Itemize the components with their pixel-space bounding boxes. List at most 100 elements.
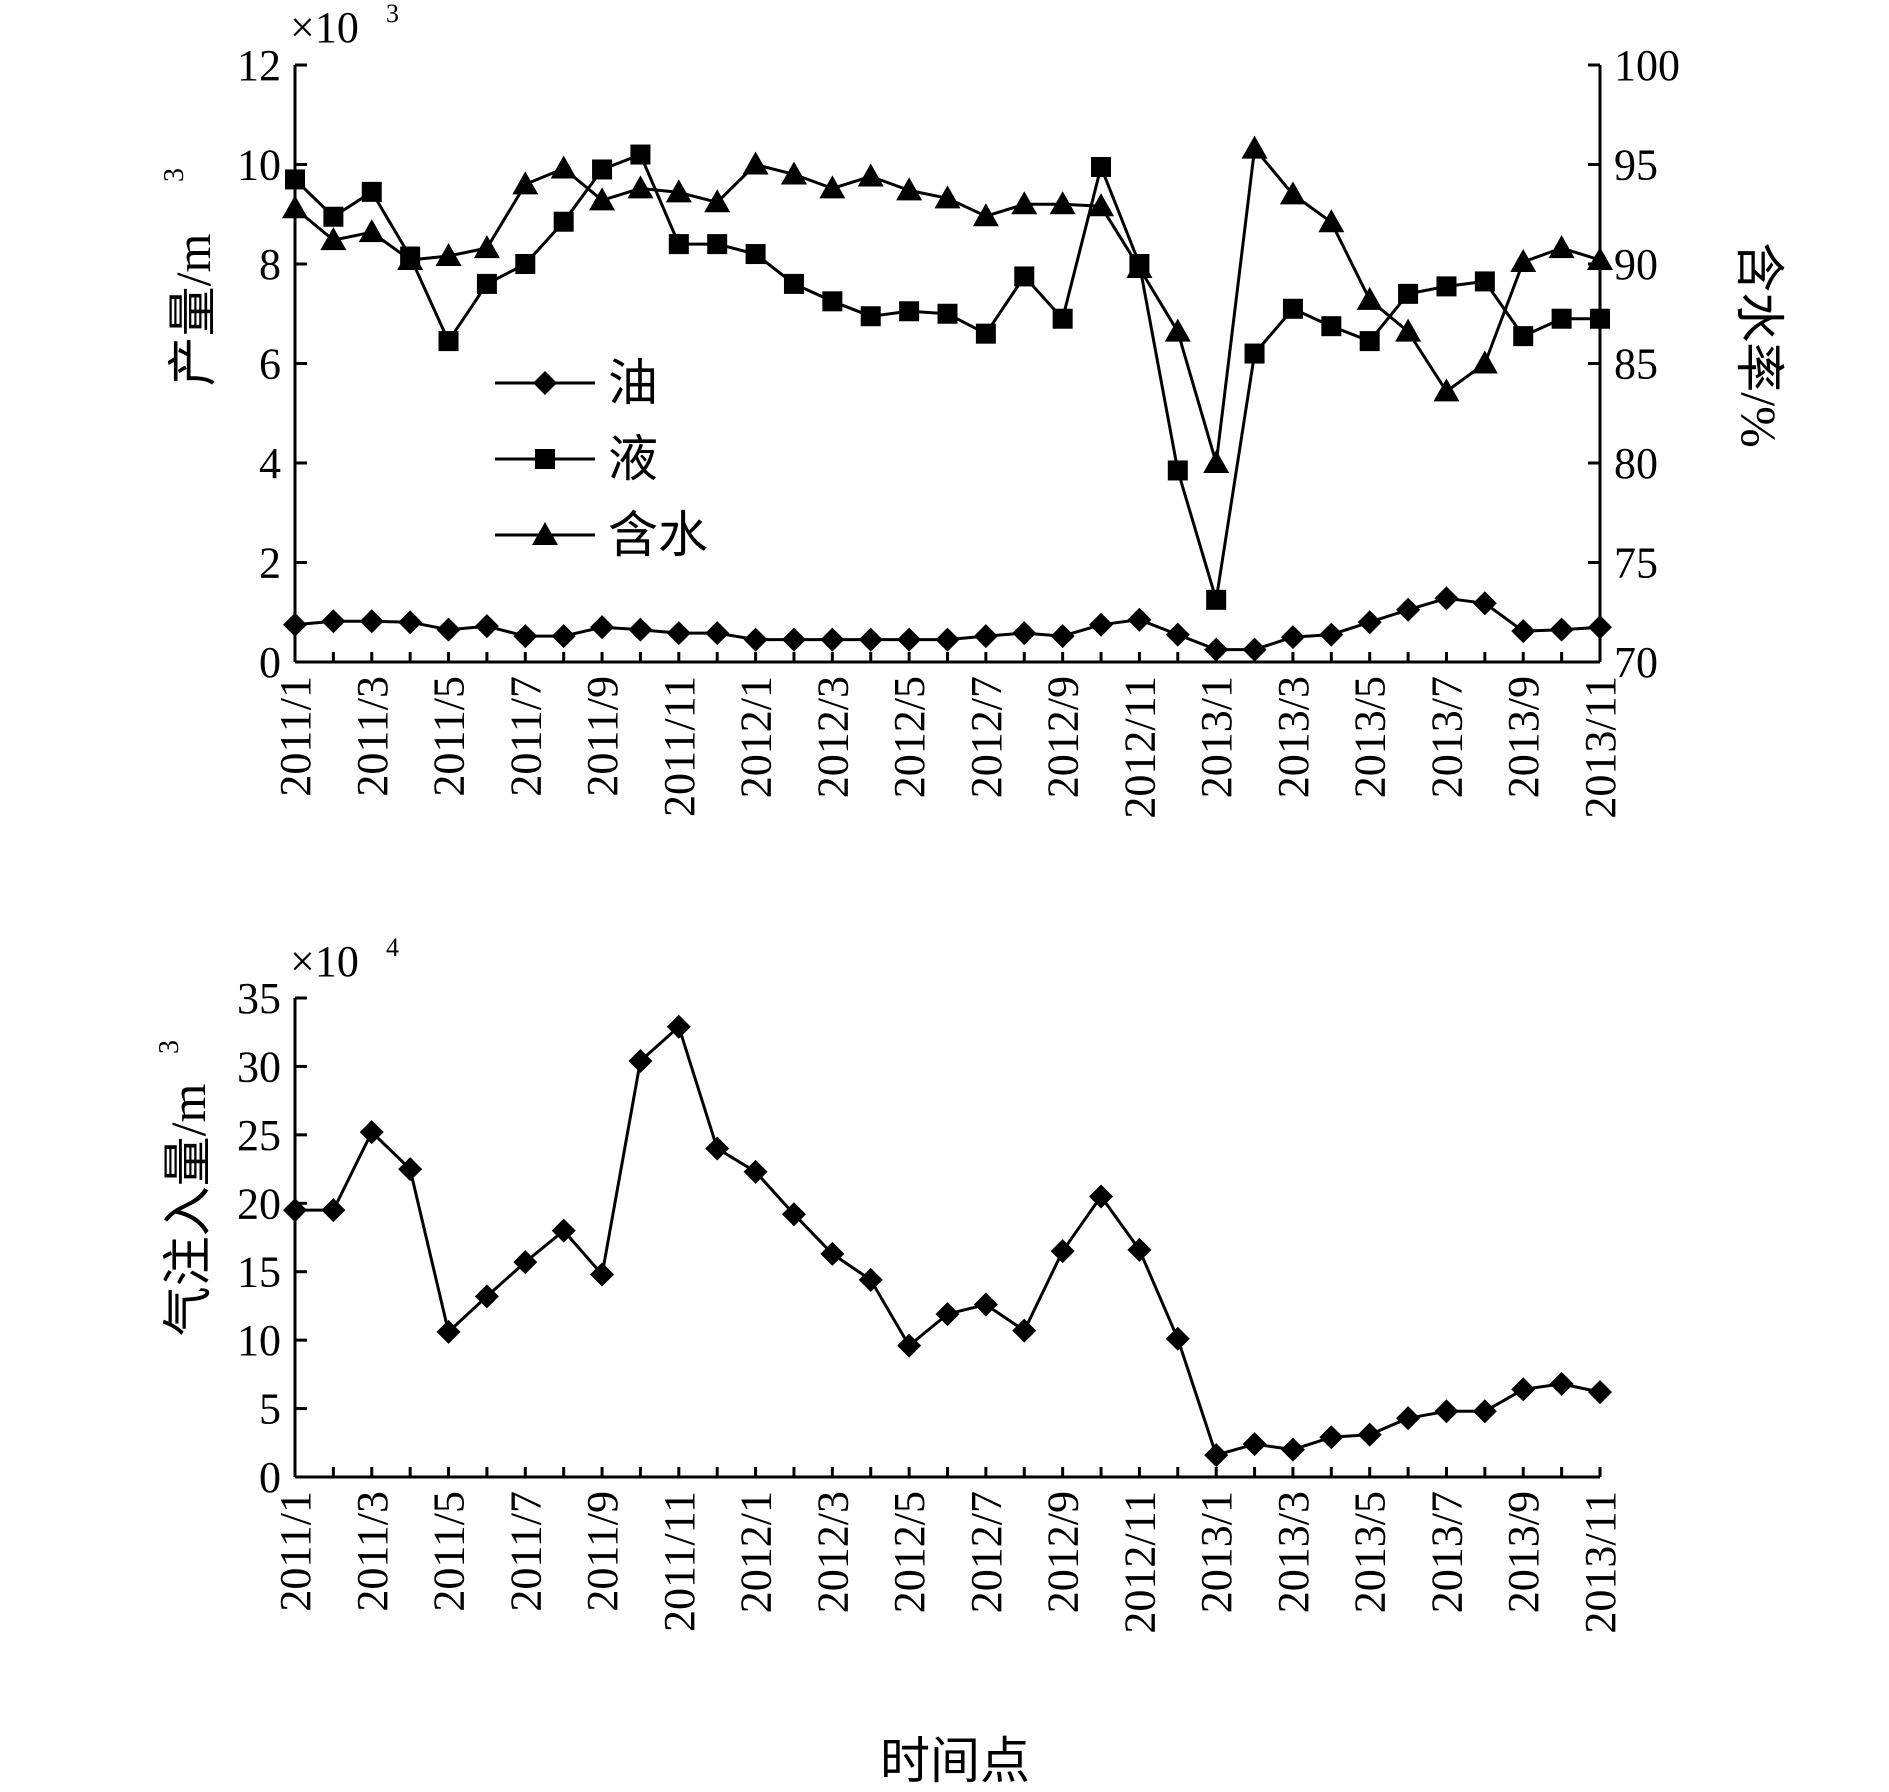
production-series-油-point xyxy=(1357,610,1382,635)
gas-injection-xtick-label: 2012/9 xyxy=(1039,1491,1088,1613)
production-series-液-point xyxy=(1321,316,1342,337)
legend-marker-oil xyxy=(533,371,557,395)
production-series-液-point xyxy=(899,301,920,322)
production-series-含水-point xyxy=(1433,378,1460,402)
production-series-含水-point xyxy=(896,177,923,201)
gas-injection-xtick-label: 2013/11 xyxy=(1576,1491,1625,1634)
production-series-含水-point xyxy=(1395,318,1422,342)
gas-injection-ytick-label: 10 xyxy=(237,1316,281,1365)
production-series-含水-point xyxy=(819,175,846,199)
production-series-液-point xyxy=(1551,308,1572,329)
gas-injection-ytick-label: 15 xyxy=(237,1248,281,1297)
gas-injection-series-0-point xyxy=(897,1333,922,1358)
gas-injection-xtick-label: 2011/7 xyxy=(501,1491,550,1612)
production-xtick-label: 2013/3 xyxy=(1269,676,1318,798)
gas-injection-xtick-label: 2013/9 xyxy=(1499,1491,1548,1613)
gas-injection-series-0-point xyxy=(474,1284,499,1309)
production-ytick-label: 0 xyxy=(259,638,281,687)
production-series-含水-point xyxy=(1356,286,1383,310)
gas-injection-series-0-point xyxy=(436,1319,461,1344)
production-series-含水-point xyxy=(704,189,731,213)
production-series-含水-point xyxy=(1088,193,1115,217)
production-series-液-point xyxy=(1052,308,1073,329)
legend-label-liquid: 液 xyxy=(608,431,658,487)
production-series-油-point xyxy=(1319,622,1344,647)
production-series-含水-point xyxy=(550,155,577,179)
water-cut-ylabel: 含水率/% xyxy=(1731,242,1787,448)
production-multiplier: ×10 xyxy=(290,3,359,52)
production-series-含水-point xyxy=(857,163,884,187)
production-series-含水-point xyxy=(1241,135,1268,159)
production-series-含水-point xyxy=(1318,209,1345,233)
production-series-含水-point xyxy=(473,235,500,259)
gas-injection-series-0-point xyxy=(1204,1443,1229,1468)
production-series-液-point xyxy=(323,206,344,227)
production-xtick-label: 2012/9 xyxy=(1039,676,1088,798)
gas-injection-chart: 0 5 10 15 20 25 30 35 2011/1 2011/3 2011/5 2011/7 20… xyxy=(154,933,1625,1789)
gas-injection-ylabel-superscript: 3 xyxy=(154,1040,185,1054)
production-y2tick-label: 90 xyxy=(1614,240,1658,289)
gas-injection-series-0-point xyxy=(781,1202,806,1227)
production-ytick-label: 12 xyxy=(237,41,281,90)
production-legend: 油 液 含水 xyxy=(495,355,708,563)
production-series-液-point xyxy=(1206,589,1227,610)
gas-injection-series-0-point xyxy=(666,1014,691,1039)
production-series-含水-point xyxy=(972,203,999,227)
gas-injection-series-0-point xyxy=(1472,1399,1497,1424)
production-series-含水-point xyxy=(397,247,424,271)
production-axes: 0 2 4 6 8 10 12 70 75 80 85 90 95 100 2011/1 2011/3 2011… xyxy=(237,41,1680,819)
production-ylabel: 产量/m xyxy=(165,234,221,387)
production-series-油-point xyxy=(1127,607,1152,632)
production-xtick-label: 2012/11 xyxy=(1115,676,1164,819)
legend-label-oil: 油 xyxy=(608,355,658,411)
production-series-含水-point xyxy=(742,151,769,175)
production-series-含水-point xyxy=(1510,249,1537,273)
production-series-油-point xyxy=(1511,619,1536,644)
gas-injection-xtick-label: 2012/3 xyxy=(808,1491,857,1613)
gas-injection-series-0-point xyxy=(628,1048,653,1073)
production-series-油-point xyxy=(781,627,806,652)
production-y2tick-label: 70 xyxy=(1614,638,1658,687)
gas-injection-xtick-label: 2012/1 xyxy=(732,1491,781,1613)
production-ytick-label: 4 xyxy=(259,439,281,488)
gas-injection-series-0-point xyxy=(551,1218,576,1243)
production-series-油-point xyxy=(1396,597,1421,622)
gas-injection-xlabel: 时间点 xyxy=(880,1733,1030,1789)
production-series-液-point xyxy=(822,291,843,312)
gas-injection-multiplier-exponent: 4 xyxy=(386,933,399,962)
production-series-含水-point xyxy=(1049,191,1076,215)
production-y2tick-label: 75 xyxy=(1614,539,1658,588)
gas-injection-series-0-line xyxy=(295,1025,1601,1457)
gas-injection-ytick-label: 20 xyxy=(237,1179,281,1228)
production-series-油-point xyxy=(513,624,538,649)
production-y2tick-label: 85 xyxy=(1614,340,1658,389)
gas-injection-series-0-point xyxy=(1588,1380,1612,1405)
gas-injection-series-layer xyxy=(283,1014,1612,1468)
gas-injection-ytick-label: 5 xyxy=(259,1385,281,1434)
gas-injection-series-0-point xyxy=(705,1136,730,1161)
production-series-含水-point xyxy=(780,161,807,185)
gas-injection-xtick-label: 2013/3 xyxy=(1269,1491,1318,1613)
production-series-含水-point xyxy=(358,219,385,243)
gas-injection-series-0-point xyxy=(1511,1377,1536,1402)
production-series-液-point xyxy=(1282,298,1303,319)
gas-injection-xtick-label: 2011/1 xyxy=(271,1491,320,1612)
production-series-含水-point xyxy=(1126,254,1153,278)
gas-injection-series-0-point xyxy=(359,1120,384,1145)
production-series-油-point xyxy=(436,617,461,642)
production-xtick-label: 2011/11 xyxy=(655,676,704,817)
production-ytick-label: 2 xyxy=(259,539,281,588)
production-series-液-point xyxy=(1244,343,1265,364)
production-series-含水-point xyxy=(320,227,347,251)
gas-injection-xtick-label: 2011/9 xyxy=(578,1491,627,1612)
production-y2tick-label: 100 xyxy=(1614,41,1680,90)
production-series-液-point xyxy=(553,211,574,232)
gas-injection-ylabel: 气注入量/m xyxy=(160,1084,216,1337)
production-series-含水-point xyxy=(665,179,692,203)
production-series-油-point xyxy=(1089,612,1114,637)
gas-injection-xtick-label: 2011/11 xyxy=(655,1491,704,1632)
production-series-液-point xyxy=(860,306,881,327)
production-series-液-point xyxy=(1014,266,1035,287)
production-ytick-label: 8 xyxy=(259,240,281,289)
